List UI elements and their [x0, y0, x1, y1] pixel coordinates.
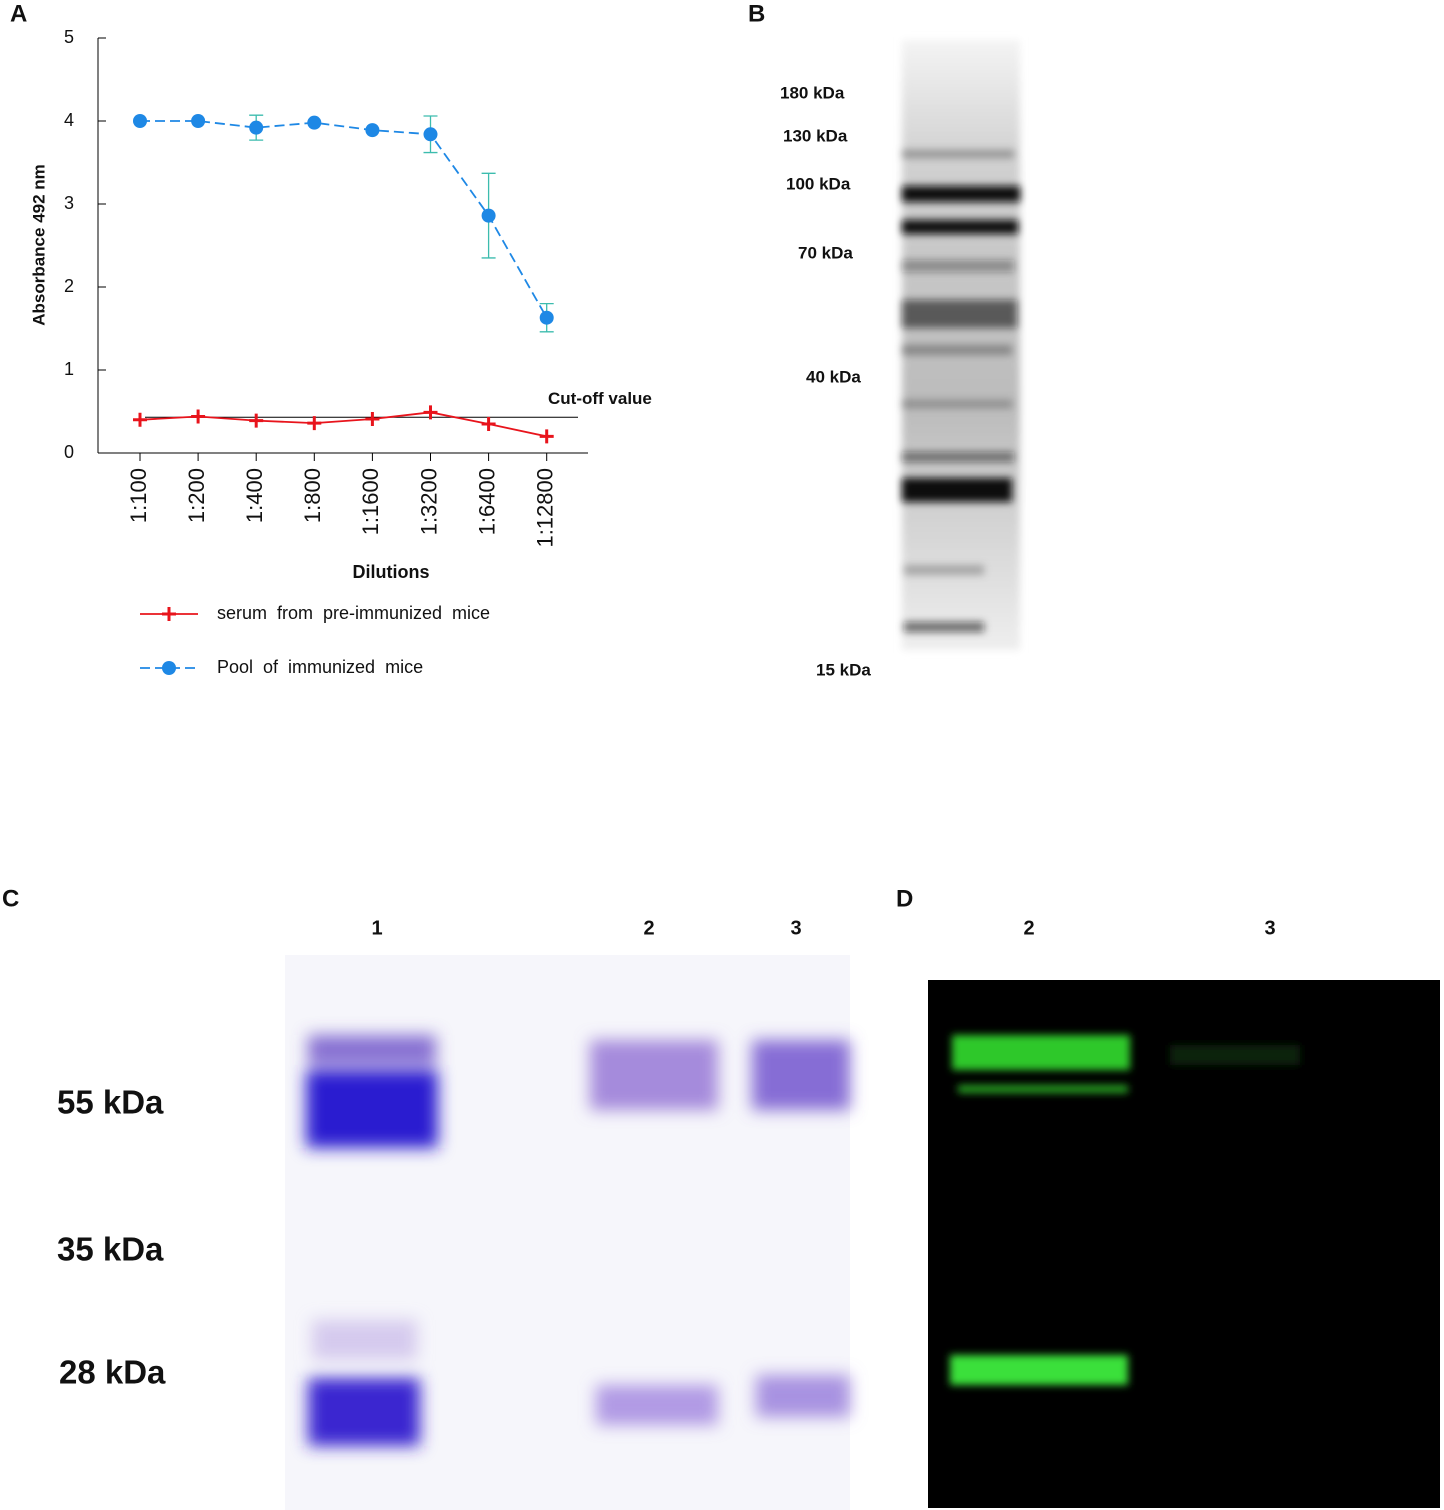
gel-c: 1 2 3 55 kDa 35 kDa 28 kDa: [57, 917, 850, 1510]
mw-marker: 55 kDa: [57, 1084, 164, 1121]
blot-b: 180 kDa 130 kDa 100 kDa 70 kDa 40 kDa 15…: [780, 40, 1020, 679]
data-point: [539, 310, 554, 325]
mw-marker: 100 kDa: [786, 174, 851, 193]
data-point: [481, 208, 496, 223]
y-axis-label: Absorbance 492 nm: [29, 164, 48, 326]
x-tick-label: 1:800: [300, 468, 325, 523]
legend-marker: [162, 607, 176, 621]
data-point: [365, 411, 380, 426]
data-point: [133, 412, 147, 427]
lane-label: 1: [371, 917, 382, 939]
legend-label: Pool of immunized mice: [217, 657, 423, 677]
cutoff-label: Cut-off value: [548, 389, 652, 408]
legend-label: serum from pre-immunized mice: [217, 603, 490, 623]
mw-marker: 35 kDa: [57, 1231, 164, 1268]
data-point: [307, 115, 322, 130]
data-point: [191, 409, 206, 424]
data-point: [423, 405, 438, 420]
mw-marker: 15 kDa: [816, 660, 871, 679]
x-tick-label: 1:6400: [474, 468, 499, 535]
x-tick-label: 1:400: [242, 468, 267, 523]
data-point: [307, 416, 322, 431]
blot-d: 2 3: [928, 917, 1440, 1508]
mw-marker: 28 kDa: [59, 1354, 166, 1391]
mw-marker: 40 kDa: [806, 367, 861, 386]
x-tick-label: 1:12800: [533, 468, 558, 548]
data-point: [191, 114, 206, 128]
y-tick-label: 0: [64, 442, 74, 462]
panel-label: B: [748, 0, 765, 27]
lane-label: 2: [643, 917, 654, 939]
legend-marker: [162, 661, 176, 675]
mw-marker: 180 kDa: [780, 83, 845, 102]
x-axis-label: Dilutions: [353, 562, 430, 582]
x-tick-label: 1:1600: [358, 468, 383, 535]
y-tick-label: 1: [64, 359, 74, 379]
mw-marker: 70 kDa: [798, 243, 853, 262]
series-line: [140, 120, 548, 319]
lane-label: 3: [790, 917, 801, 939]
mw-marker: 130 kDa: [783, 126, 848, 145]
data-point: [481, 416, 496, 431]
data-point: [133, 114, 147, 128]
x-tick-label: 1:3200: [416, 468, 441, 535]
series-line: [139, 411, 547, 438]
panel-label: D: [896, 885, 913, 912]
y-tick-label: 4: [64, 110, 74, 130]
data-point: [365, 123, 380, 138]
y-tick-label: 5: [64, 27, 74, 47]
y-tick-label: 3: [64, 193, 74, 213]
y-tick-label: 2: [64, 276, 74, 296]
panel-label: A: [10, 0, 27, 27]
x-tick-label: 1:200: [184, 468, 209, 523]
data-point: [539, 429, 554, 444]
data-point: [249, 120, 264, 135]
lane-label: 2: [1023, 917, 1034, 939]
data-point: [423, 127, 438, 142]
data-point: [249, 413, 264, 428]
panel-label: C: [2, 885, 19, 912]
lane-label: 3: [1264, 917, 1275, 939]
x-tick-label: 1:100: [126, 468, 151, 523]
